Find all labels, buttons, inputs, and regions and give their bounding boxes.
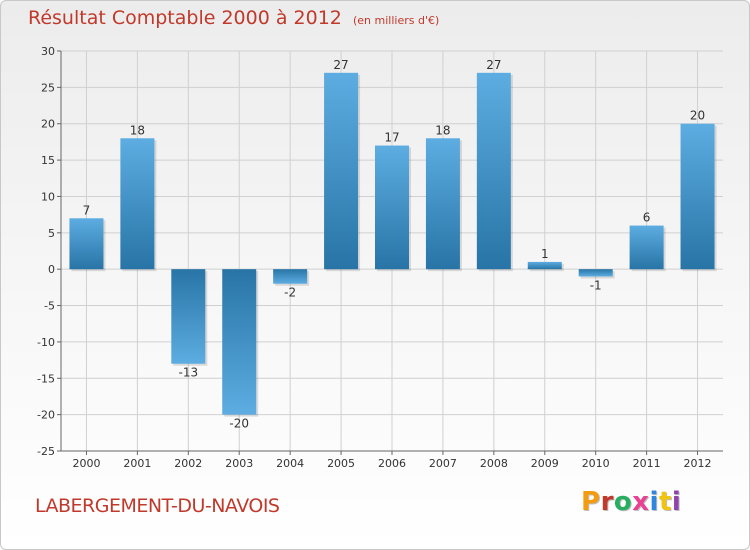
chart-subtitle: (en milliers d'€)	[352, 14, 440, 27]
x-tick-label: 2003	[225, 457, 253, 470]
bar	[69, 218, 104, 270]
y-tick-label: -10	[37, 336, 55, 349]
x-tick-label: 2011	[633, 457, 661, 470]
data-label: 27	[333, 58, 348, 72]
bar	[222, 269, 257, 415]
x-tick-label: 2012	[684, 457, 712, 470]
chart-title: Résultat Comptable 2000 à 2012	[28, 7, 342, 29]
data-labels: 7 18 -13 -20 -2 27 17 18 27 1 -1 6 20	[83, 58, 706, 431]
logo-letter: i	[649, 487, 659, 517]
y-tick-label: -25	[37, 445, 55, 458]
y-tick-label: 5	[48, 227, 55, 240]
bar	[476, 72, 511, 270]
x-tick-label: 2002	[174, 457, 202, 470]
y-tick-label: 15	[41, 154, 55, 167]
y-tick-label: 30	[41, 45, 55, 58]
data-label: 7	[83, 203, 91, 217]
data-label: 20	[690, 109, 705, 123]
bar	[120, 138, 155, 270]
x-tick-label: 2006	[378, 457, 406, 470]
bar	[578, 269, 613, 277]
data-label: -13	[179, 366, 199, 380]
y-tick-label: 20	[41, 118, 55, 131]
data-label: 27	[486, 58, 501, 72]
logo-letter: o	[613, 487, 633, 517]
x-tick-label: 2009	[531, 457, 559, 470]
x-tick-label: 2005	[327, 457, 355, 470]
data-label: 17	[384, 131, 399, 145]
bar	[425, 138, 460, 270]
axes: 30 25 20 15 10 5 0 -5 -10 -15 -20 -25 2000 2001 2002 20…	[37, 45, 723, 470]
data-label: -2	[284, 286, 296, 300]
x-tick-label: 2008	[480, 457, 508, 470]
data-label: 18	[435, 123, 450, 137]
bar	[324, 72, 359, 270]
logo-letter: t	[658, 487, 672, 517]
bar	[375, 145, 409, 270]
bar	[629, 225, 664, 270]
data-label: -1	[590, 278, 602, 292]
logo-letter: x	[632, 487, 650, 517]
logo-letter: r	[600, 487, 614, 517]
x-tick-label: 2010	[582, 457, 610, 470]
x-tick-label: 2000	[72, 457, 100, 470]
y-tick-label: 10	[41, 190, 55, 203]
bars	[69, 72, 717, 417]
x-tick-label: 2007	[429, 457, 457, 470]
y-tick-label: -20	[37, 409, 55, 422]
proxiti-logo: Proxiti	[581, 487, 681, 517]
title-row: Résultat Comptable 2000 à 2012 (en milli…	[28, 7, 439, 29]
x-tick-label: 2001	[123, 457, 151, 470]
logo-letter: P	[581, 487, 601, 517]
bar	[171, 269, 206, 364]
bar	[527, 261, 562, 270]
data-label: -20	[229, 417, 249, 431]
y-tick-label: 0	[48, 263, 55, 276]
data-label: 1	[541, 247, 549, 261]
data-label: 6	[643, 211, 651, 225]
y-tick-label: 25	[41, 81, 55, 94]
y-tick-label: -5	[44, 300, 55, 313]
x-tick-label: 2004	[276, 457, 304, 470]
bar	[273, 269, 308, 284]
y-tick-label: -15	[37, 372, 55, 385]
commune-name: LABERGEMENT-DU-NAVOIS	[35, 495, 280, 517]
logo-letter: i	[671, 487, 682, 517]
bar	[680, 123, 715, 270]
data-label: 18	[130, 123, 145, 137]
